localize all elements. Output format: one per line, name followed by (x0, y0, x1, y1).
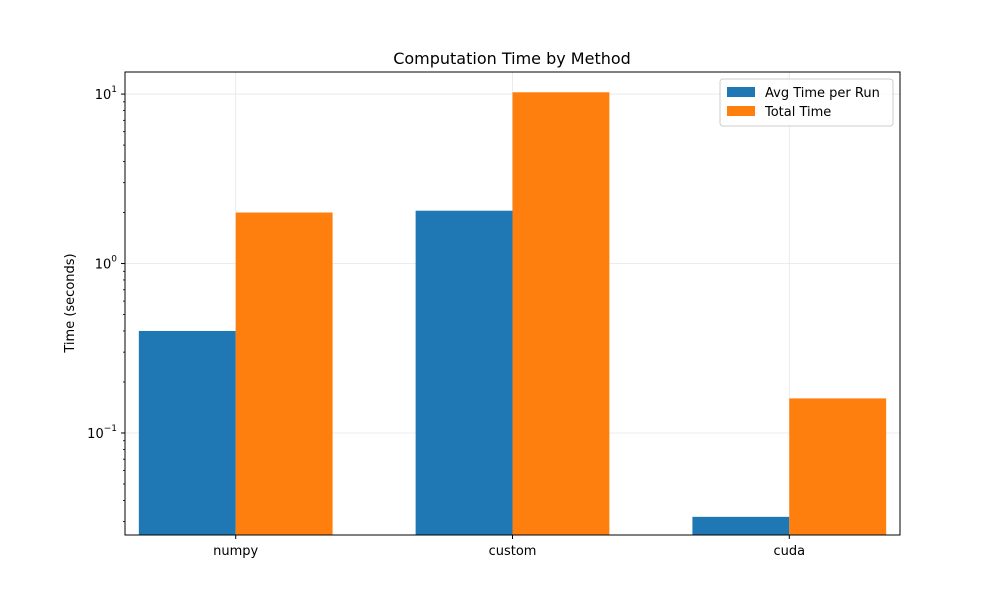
bar-custom-avg (415, 210, 513, 535)
legend-swatch (727, 87, 755, 97)
axes: 10−1 100 101 numpy custom cuda (87, 71, 901, 559)
x-tick-label-cuda: cuda (773, 544, 805, 559)
y-tick-label: 101 (95, 85, 117, 103)
legend-label: Avg Time per Run (765, 86, 880, 101)
y-axis-label: Time (seconds) (63, 253, 78, 353)
bar-cuda-avg (692, 516, 790, 535)
bar-numpy-total (235, 212, 333, 535)
legend-label: Total Time (764, 105, 831, 120)
x-tick-label-numpy: numpy (213, 544, 258, 559)
chart-title: Computation Time by Method (393, 49, 631, 68)
legend-swatch (727, 106, 755, 116)
x-tick-label-custom: custom (489, 544, 537, 559)
y-tick-label: 10−1 (87, 424, 117, 442)
bar-cuda-total (789, 398, 887, 535)
bar-custom-total (512, 92, 610, 536)
bars (138, 92, 887, 536)
y-tick-label: 100 (95, 255, 118, 273)
legend-box (719, 78, 894, 127)
legend: Avg Time per Run Total Time (719, 78, 894, 127)
bar-numpy-avg (138, 330, 236, 535)
